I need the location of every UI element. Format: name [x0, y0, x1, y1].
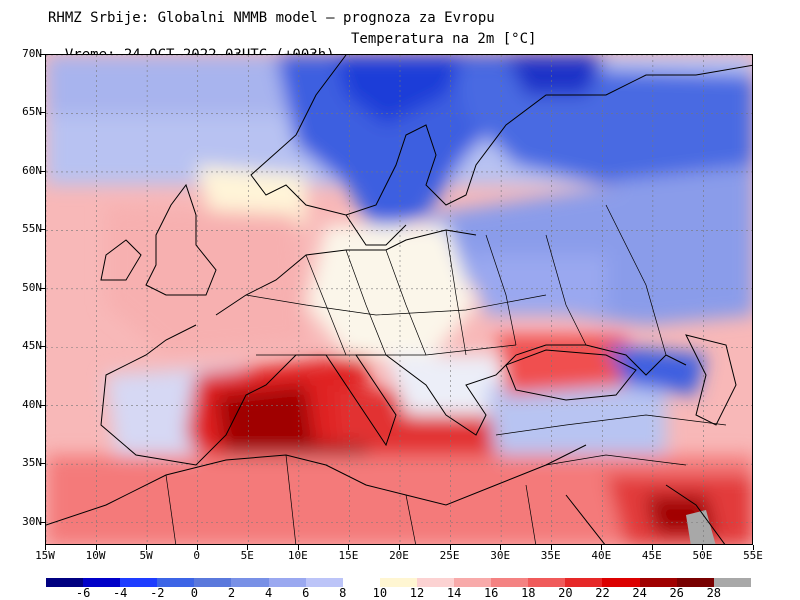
- lon-tick: [753, 545, 754, 550]
- colorbar-label: 24: [632, 586, 647, 600]
- colorbar-swatch: [454, 578, 492, 587]
- lon-tick: [702, 545, 704, 550]
- graticule: [46, 55, 752, 544]
- colorbar-swatch: [379, 578, 417, 587]
- lon-label: 5E: [240, 549, 254, 562]
- parameter-label: Temperatura na 2m [°C]: [351, 31, 537, 47]
- colorbar-swatch: [83, 578, 121, 587]
- lon-label: 15W: [35, 549, 55, 562]
- lon-label: 35E: [540, 549, 561, 562]
- chart-title: RHMZ Srbije: Globalni NMMB model — progn…: [48, 10, 495, 26]
- lon-label: 40E: [591, 549, 612, 562]
- colorbar-label: 16: [483, 586, 499, 600]
- colorbar-swatch: [268, 578, 306, 587]
- lat-label: 70N: [22, 47, 42, 60]
- colorbar-swatch: [231, 578, 269, 587]
- temperature-map: [45, 54, 753, 545]
- lon-tick: [95, 545, 97, 550]
- lat-label: 45N: [22, 339, 42, 353]
- colorbar-label: 8: [339, 586, 347, 600]
- lon-tick: [247, 545, 249, 550]
- colorbar-label: 2: [227, 586, 236, 600]
- colorbar-swatch: [416, 578, 455, 587]
- lon-label: 45E: [641, 549, 662, 562]
- lon-tick: [399, 545, 400, 550]
- lon-tick: [651, 545, 653, 550]
- lon-label: 30E: [490, 549, 511, 562]
- lon-tick: [45, 545, 46, 550]
- map-svg: [46, 55, 752, 544]
- lat-label: 65N: [22, 105, 42, 119]
- colorbar-swatch: [639, 578, 677, 587]
- lon-label: 5W: [139, 549, 153, 562]
- lon-tick: [348, 545, 350, 550]
- colorbar-swatch: [602, 578, 640, 587]
- colorbar-swatch: [342, 578, 380, 587]
- colorbar-swatch: [305, 578, 343, 587]
- lon-tick: [297, 545, 299, 550]
- colorbar-label: 18: [521, 586, 536, 600]
- lon-tick: [196, 545, 198, 550]
- colorbar-swatch: [528, 578, 566, 587]
- colorbar-label: -6: [75, 586, 91, 600]
- temperature-shading: [46, 55, 752, 544]
- lat-tick: [40, 463, 45, 465]
- colorbar-label: -4: [112, 586, 128, 600]
- lat-tick: [40, 404, 45, 406]
- lat-label: 55N: [22, 222, 42, 236]
- lon-tick: [601, 545, 603, 550]
- colorbar-label: 6: [302, 586, 310, 600]
- lat-label: 60N: [22, 163, 42, 177]
- lon-label: 50E: [692, 549, 713, 562]
- lon-label: 10E: [287, 549, 308, 562]
- colorbar-swatch: [676, 578, 714, 587]
- lat-tick: [40, 229, 45, 231]
- lon-tick: [146, 545, 148, 550]
- colorbar-swatch: [713, 578, 751, 587]
- colorbar-label: 4: [264, 586, 273, 600]
- colorbar-label: 10: [372, 586, 388, 600]
- lat-tick: [40, 170, 45, 172]
- colorbar-label: 0: [190, 586, 199, 600]
- colorbar-label: 20: [558, 586, 573, 600]
- lon-label: 0: [193, 549, 201, 562]
- no-data-area: [686, 510, 716, 544]
- lat-label: 35N: [22, 456, 42, 470]
- colorbar-label: 14: [446, 586, 462, 600]
- lon-label: 55E: [743, 549, 763, 562]
- lat-tick: [40, 521, 45, 523]
- colorbar-swatch: [157, 578, 195, 587]
- lat-tick: [40, 54, 45, 55]
- lat-label: 50N: [22, 280, 42, 294]
- lon-tick: [550, 545, 552, 550]
- lon-label: 25E: [439, 549, 460, 562]
- lat-label: 40N: [22, 397, 42, 411]
- colorbar-swatch: [491, 578, 529, 587]
- lat-label: 30N: [22, 514, 42, 528]
- lat-tick: [40, 346, 45, 348]
- lat-tick: [40, 287, 45, 289]
- colorbar-swatch: [565, 578, 603, 587]
- colorbar-swatch: [120, 578, 158, 587]
- lon-label: 10W: [85, 549, 106, 562]
- colorbar-swatch: [194, 578, 232, 587]
- country-borders: [165, 204, 727, 544]
- colorbar-label: 26: [669, 586, 684, 600]
- colorbar-label: 22: [595, 586, 610, 600]
- lon-tick: [500, 545, 502, 550]
- colorbar-swatch: [46, 578, 84, 587]
- colorbar: [46, 578, 751, 587]
- lon-label: 20E: [389, 549, 409, 562]
- lat-tick: [40, 112, 45, 114]
- colorbar-label: 28: [706, 586, 722, 600]
- colorbar-label: 12: [409, 586, 425, 600]
- lon-label: 15E: [338, 549, 359, 562]
- colorbar-label: -2: [150, 586, 165, 600]
- lon-tick: [449, 545, 451, 550]
